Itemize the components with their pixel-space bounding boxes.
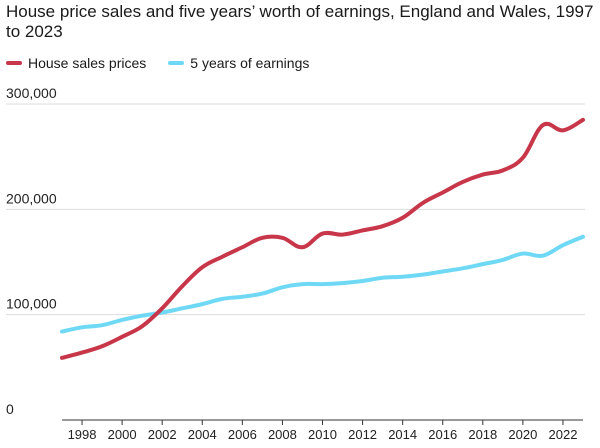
x-tick-label: 1998 xyxy=(68,427,97,442)
x-tick-label: 2008 xyxy=(268,427,297,442)
x-tick-label: 2018 xyxy=(468,427,497,442)
y-tick-label: 300,000 xyxy=(6,85,57,101)
x-tick-label: 2022 xyxy=(549,427,578,442)
y-tick-label: 200,000 xyxy=(6,190,57,206)
y-tick-label: 100,000 xyxy=(6,296,57,312)
legend-item-house-prices: House sales prices xyxy=(6,55,146,71)
x-tick-label: 2014 xyxy=(388,427,417,442)
legend: House sales prices 5 years of earnings xyxy=(6,55,331,71)
x-tick-label: 2020 xyxy=(508,427,537,442)
legend-label-house-prices: House sales prices xyxy=(28,55,147,71)
x-tick-label: 2016 xyxy=(428,427,457,442)
legend-item-earnings: 5 years of earnings xyxy=(168,55,309,71)
x-tick-label: 2006 xyxy=(228,427,257,442)
chart-title: House price sales and five years’ worth … xyxy=(6,2,594,41)
x-tick-label: 2000 xyxy=(108,427,137,442)
series-line-5-years-of-earnings xyxy=(60,234,585,334)
x-tick-label: 2004 xyxy=(188,427,217,442)
y-tick-label: 0 xyxy=(6,401,14,417)
x-tick-label: 2002 xyxy=(148,427,177,442)
legend-swatch-earnings xyxy=(168,61,185,65)
x-tick-label: 2010 xyxy=(308,427,337,442)
legend-label-earnings: 5 years of earnings xyxy=(190,55,310,71)
series-line-house-sales-prices xyxy=(60,117,585,360)
x-tick-label: 2012 xyxy=(348,427,377,442)
legend-swatch-house-prices xyxy=(6,61,22,65)
